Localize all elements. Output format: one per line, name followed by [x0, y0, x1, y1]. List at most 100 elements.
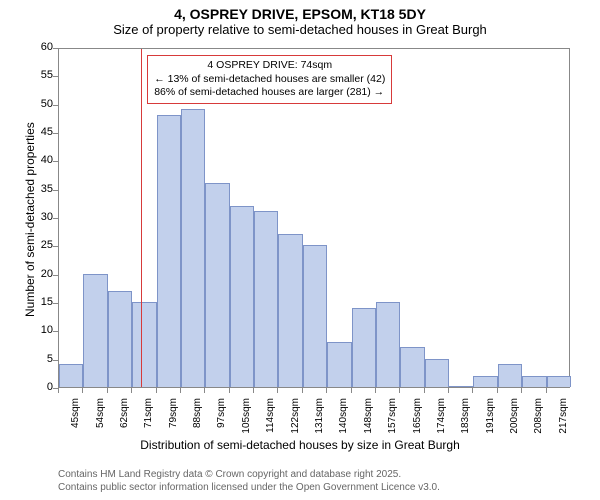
histogram-bar	[205, 183, 229, 387]
y-tick-label: 40	[23, 154, 53, 166]
annotation-box: 4 OSPREY DRIVE: 74sqm← 13% of semi-detac…	[147, 55, 392, 104]
histogram-bar	[352, 308, 376, 387]
reference-line	[141, 49, 142, 387]
histogram-bar	[59, 364, 83, 387]
x-tick-label: 54sqm	[95, 398, 106, 438]
x-tick-mark	[253, 388, 254, 393]
histogram-bar	[83, 274, 107, 387]
histogram-bar	[547, 376, 571, 387]
y-tick-label: 25	[23, 239, 53, 251]
y-tick-mark	[53, 133, 58, 134]
x-tick-mark	[326, 388, 327, 393]
histogram-bar	[181, 109, 205, 387]
y-tick-mark	[53, 48, 58, 49]
x-tick-label: 71sqm	[143, 398, 154, 438]
histogram-bar	[254, 211, 278, 387]
x-tick-label: 131sqm	[314, 398, 325, 438]
x-axis-label: Distribution of semi-detached houses by …	[0, 438, 600, 452]
x-tick-label: 105sqm	[241, 398, 252, 438]
y-tick-mark	[53, 105, 58, 106]
histogram-bar	[400, 347, 424, 387]
x-tick-mark	[399, 388, 400, 393]
x-tick-label: 45sqm	[70, 398, 81, 438]
x-tick-mark	[497, 388, 498, 393]
histogram-bar	[449, 386, 473, 387]
attribution-line-2: Contains public sector information licen…	[58, 481, 440, 494]
y-tick-mark	[53, 331, 58, 332]
chart-title-main: 4, OSPREY DRIVE, EPSOM, KT18 5DY	[0, 0, 600, 22]
histogram-bar	[230, 206, 254, 387]
histogram-bar	[157, 115, 181, 387]
y-tick-label: 50	[23, 98, 53, 110]
histogram-bar	[376, 302, 400, 387]
histogram-bar	[132, 302, 156, 387]
x-tick-label: 88sqm	[192, 398, 203, 438]
x-tick-mark	[375, 388, 376, 393]
attribution-text: Contains HM Land Registry data © Crown c…	[58, 468, 440, 494]
x-tick-label: 191sqm	[485, 398, 496, 438]
y-tick-mark	[53, 161, 58, 162]
x-tick-label: 165sqm	[412, 398, 423, 438]
histogram-bar	[108, 291, 132, 387]
annotation-line: ← 13% of semi-detached houses are smalle…	[154, 73, 385, 87]
x-tick-mark	[204, 388, 205, 393]
annotation-line: 4 OSPREY DRIVE: 74sqm	[154, 59, 385, 73]
x-tick-mark	[82, 388, 83, 393]
x-tick-label: 97sqm	[216, 398, 227, 438]
y-tick-label: 55	[23, 69, 53, 81]
histogram-bar	[278, 234, 302, 387]
y-tick-mark	[53, 190, 58, 191]
x-tick-mark	[107, 388, 108, 393]
y-tick-mark	[53, 246, 58, 247]
x-tick-label: 217sqm	[558, 398, 569, 438]
x-tick-label: 157sqm	[387, 398, 398, 438]
x-tick-mark	[277, 388, 278, 393]
x-tick-mark	[156, 388, 157, 393]
y-tick-label: 60	[23, 41, 53, 53]
x-tick-label: 122sqm	[290, 398, 301, 438]
chart-plot-area: 4 OSPREY DRIVE: 74sqm← 13% of semi-detac…	[58, 48, 570, 388]
y-tick-label: 30	[23, 211, 53, 223]
histogram-bar	[498, 364, 522, 387]
x-tick-mark	[546, 388, 547, 393]
histogram-bar	[425, 359, 449, 387]
x-tick-label: 148sqm	[363, 398, 374, 438]
y-tick-label: 45	[23, 126, 53, 138]
annotation-line: 86% of semi-detached houses are larger (…	[154, 86, 385, 100]
y-tick-label: 10	[23, 324, 53, 336]
y-tick-mark	[53, 76, 58, 77]
x-tick-mark	[302, 388, 303, 393]
x-tick-mark	[521, 388, 522, 393]
chart-container: 4, OSPREY DRIVE, EPSOM, KT18 5DY Size of…	[0, 0, 600, 500]
y-tick-mark	[53, 360, 58, 361]
y-tick-label: 20	[23, 268, 53, 280]
y-tick-mark	[53, 275, 58, 276]
x-tick-label: 183sqm	[460, 398, 471, 438]
x-tick-label: 62sqm	[119, 398, 130, 438]
x-tick-mark	[424, 388, 425, 393]
x-tick-mark	[472, 388, 473, 393]
y-tick-label: 0	[23, 381, 53, 393]
x-tick-label: 140sqm	[338, 398, 349, 438]
attribution-line-1: Contains HM Land Registry data © Crown c…	[58, 468, 440, 481]
x-tick-mark	[58, 388, 59, 393]
y-tick-label: 15	[23, 296, 53, 308]
x-tick-label: 174sqm	[436, 398, 447, 438]
histogram-bar	[473, 376, 497, 387]
chart-title-sub: Size of property relative to semi-detach…	[0, 22, 600, 43]
x-tick-mark	[131, 388, 132, 393]
x-tick-label: 79sqm	[168, 398, 179, 438]
x-tick-label: 114sqm	[265, 398, 276, 438]
x-tick-mark	[180, 388, 181, 393]
y-tick-label: 35	[23, 183, 53, 195]
x-tick-mark	[351, 388, 352, 393]
y-tick-mark	[53, 303, 58, 304]
y-tick-label: 5	[23, 353, 53, 365]
histogram-bar	[303, 245, 327, 387]
y-tick-mark	[53, 218, 58, 219]
x-tick-mark	[448, 388, 449, 393]
x-tick-mark	[229, 388, 230, 393]
x-tick-label: 208sqm	[533, 398, 544, 438]
x-tick-label: 200sqm	[509, 398, 520, 438]
histogram-bar	[327, 342, 351, 387]
